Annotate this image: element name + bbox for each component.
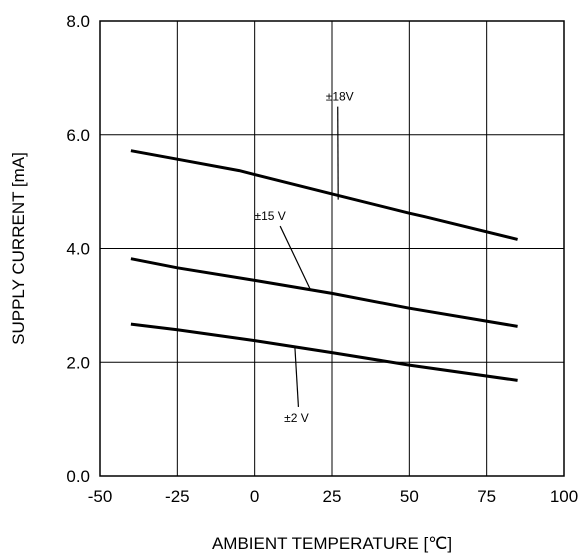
- y-tick-label: 4.0: [66, 240, 90, 259]
- series-annotation-label: ±15 V: [254, 209, 285, 223]
- series-line: [130, 149, 518, 241]
- y-tick-label: 8.0: [66, 12, 90, 31]
- y-axis-title: SUPPLY CURRENT [mA]: [9, 152, 28, 345]
- series-line: [130, 322, 518, 382]
- y-tick-label: 0.0: [66, 467, 90, 486]
- series-line: [130, 257, 518, 328]
- series-annotation-label: ±2 V: [284, 411, 309, 425]
- data-series: [130, 149, 518, 382]
- x-tick-label: 25: [323, 487, 342, 506]
- x-tick-label: -25: [165, 487, 190, 506]
- x-tick-label: 75: [477, 487, 496, 506]
- x-tick-label: -50: [88, 487, 113, 506]
- x-tick-label: 0: [250, 487, 259, 506]
- y-tick-label: 2.0: [66, 353, 90, 372]
- annotation-leader-line: [279, 225, 311, 290]
- series-annotation-label: ±18V: [326, 90, 354, 104]
- series-annotations: ±18V ±15 V ±2 V: [254, 90, 353, 425]
- grid-lines: [100, 21, 564, 476]
- axis-tick-labels: -50 -25 0 25 50 75 100 0.0 2.0 4.0 6.0 8.0: [66, 12, 578, 506]
- x-axis-title: AMBIENT TEMPERATURE [℃]: [212, 534, 452, 553]
- x-tick-label: 100: [550, 487, 578, 506]
- y-tick-label: 6.0: [66, 126, 90, 145]
- annotation-leader-line: [294, 346, 300, 408]
- plot-frame: [99, 20, 565, 477]
- x-tick-label: 50: [400, 487, 419, 506]
